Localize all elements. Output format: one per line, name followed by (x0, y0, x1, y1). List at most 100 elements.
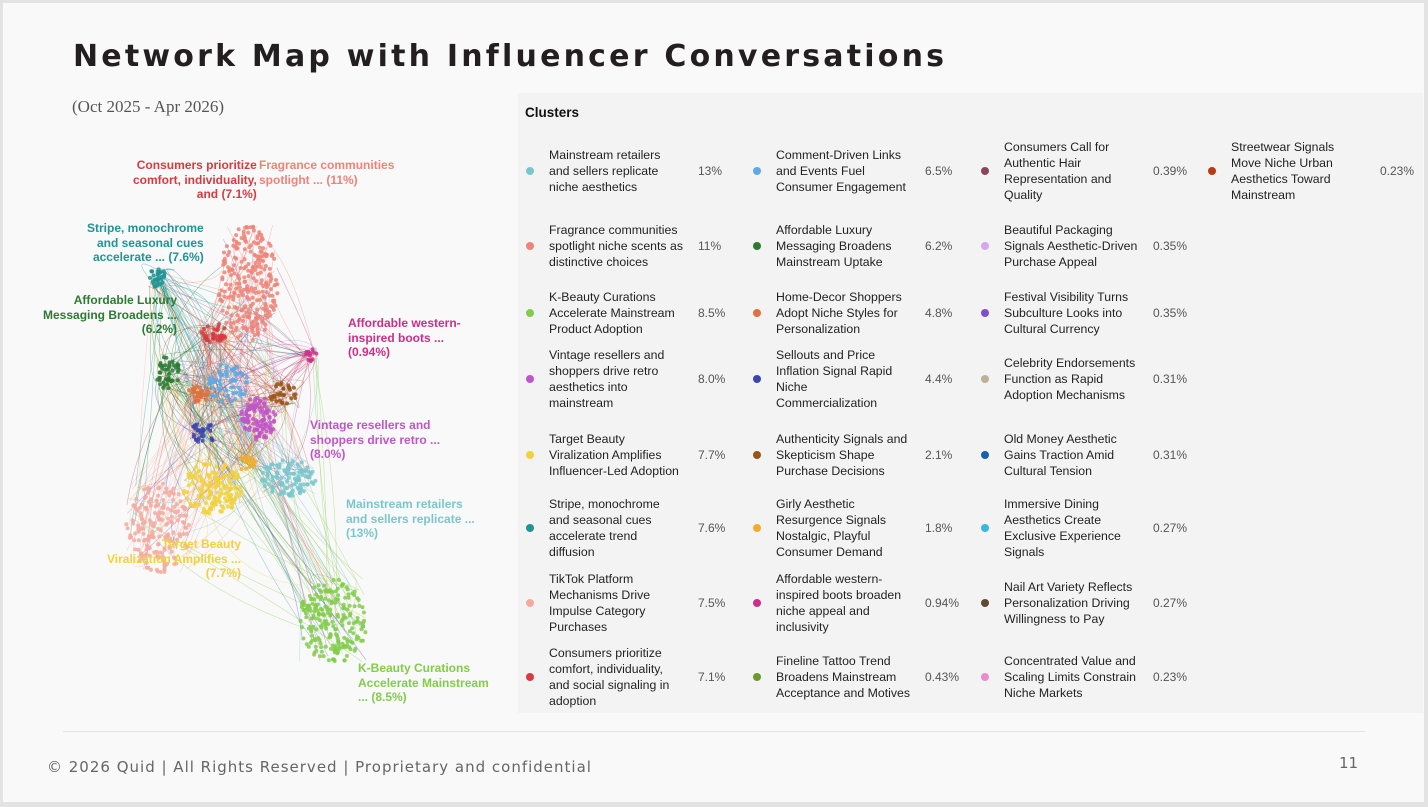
cluster-percentage: 13% (698, 164, 723, 178)
network-label-target-beauty: Target Beauty Viralization Amplifies ...… (107, 537, 242, 580)
cluster-item: Streetwear Signals Move Niche Urban Aest… (1200, 131, 1420, 211)
cluster-percentage: 0.35% (1153, 306, 1188, 320)
cluster-name: Streetwear Signals Move Niche Urban Aest… (1231, 140, 1335, 202)
cluster-percentage: 4.4% (925, 372, 953, 386)
cluster-color-dot (526, 599, 534, 607)
cluster-percentage: 2.1% (925, 448, 953, 462)
cluster-percentage: 0.35% (1153, 239, 1188, 253)
network-label-vintage-resellers: Vintage resellers and shoppers drive ret… (310, 418, 441, 461)
cluster-color-dot (981, 673, 989, 681)
cluster-percentage: 8.5% (698, 306, 726, 320)
cluster-percentage: 1.8% (925, 521, 953, 535)
cluster-percentage: 8.0% (698, 372, 726, 386)
cluster-item: Fineline Tattoo Trend Broadens Mainstrea… (745, 637, 965, 717)
cluster-item: Sellouts and Price Inflation Signal Rapi… (745, 339, 965, 419)
cluster-item: Consumers Call for Authentic Hair Repres… (973, 131, 1193, 211)
cluster-name: Home-Decor Shoppers Adopt Niche Styles f… (776, 290, 902, 336)
cluster-percentage: 6.2% (925, 239, 953, 253)
cluster-name: Immersive Dining Aesthetics Create Exclu… (1004, 497, 1121, 559)
cluster-color-dot (981, 242, 989, 250)
cluster-name: Nail Art Variety Reflects Personalizatio… (1004, 580, 1133, 626)
network-label-affordable-luxury: Affordable Luxury Messaging Broadens ...… (43, 293, 178, 336)
cluster-percentage: 0.27% (1153, 596, 1188, 610)
network-label-consumers-prioritize: Consumers prioritize comfort, individual… (133, 158, 257, 201)
cluster-item: Authenticity Signals and Skepticism Shap… (745, 415, 965, 495)
cluster-item: Affordable Luxury Messaging Broadens Mai… (745, 206, 965, 286)
cluster-percentage: 7.1% (698, 670, 726, 684)
cluster-name: Mainstream retailers and sellers replica… (549, 148, 661, 194)
cluster-name: Affordable Luxury Messaging Broadens Mai… (776, 223, 892, 269)
cluster-name: Comment-Driven Links and Events Fuel Con… (776, 148, 906, 194)
network-label-fragrance-communities: Fragrance communities spotlight ... (11%… (259, 158, 395, 187)
cluster-name: Stripe, monochrome and seasonal cues acc… (549, 497, 660, 559)
cluster-item: Celebrity Endorsements Function as Rapid… (973, 339, 1193, 419)
cluster-item: Mainstream retailers and sellers replica… (518, 131, 738, 211)
cluster-color-dot (753, 599, 761, 607)
cluster-name: K-Beauty Curations Accelerate Mainstream… (549, 290, 675, 336)
cluster-item: TikTok Platform Mechanisms Drive Impulse… (518, 563, 738, 643)
cluster-color-dot (981, 309, 989, 317)
cluster-color-dot (526, 524, 534, 532)
cluster-color-dot (526, 242, 534, 250)
cluster-percentage: 7.5% (698, 596, 726, 610)
cluster-item: Stripe, monochrome and seasonal cues acc… (518, 488, 738, 568)
cluster-percentage: 11% (698, 239, 722, 253)
cluster-item: Home-Decor Shoppers Adopt Niche Styles f… (745, 273, 965, 353)
cluster-item: Vintage resellers and shoppers drive ret… (518, 339, 738, 419)
cluster-item: Girly Aesthetic Resurgence Signals Nosta… (745, 488, 965, 568)
cluster-item: Festival Visibility Turns Subculture Loo… (973, 273, 1193, 353)
cluster-percentage: 0.27% (1153, 521, 1188, 535)
cluster-percentage: 0.94% (925, 596, 960, 610)
cluster-name: Festival Visibility Turns Subculture Loo… (1004, 290, 1129, 336)
cluster-color-dot (981, 167, 989, 175)
cluster-color-dot (981, 451, 989, 459)
cluster-name: TikTok Platform Mechanisms Drive Impulse… (549, 572, 651, 634)
cluster-percentage: 0.31% (1153, 448, 1188, 462)
footer-divider (63, 731, 1365, 732)
cluster-color-dot (753, 673, 761, 681)
cluster-percentage: 0.31% (1153, 372, 1188, 386)
cluster-percentage: 0.23% (1380, 164, 1415, 178)
cluster-item: Consumers prioritize comfort, individual… (518, 637, 738, 717)
cluster-name: Girly Aesthetic Resurgence Signals Nosta… (776, 497, 887, 559)
cluster-item: Comment-Driven Links and Events Fuel Con… (745, 131, 965, 211)
cluster-percentage: 7.6% (698, 521, 726, 535)
cluster-name: Vintage resellers and shoppers drive ret… (549, 348, 665, 410)
clusters-heading: Clusters (525, 105, 580, 120)
cluster-name: Target Beauty Viralization Amplifies Inf… (549, 432, 679, 478)
cluster-item: Beautiful Packaging Signals Aesthetic-Dr… (973, 206, 1193, 286)
cluster-item: Fragrance communities spotlight niche sc… (518, 206, 738, 286)
page-number: 11 (1339, 754, 1359, 772)
cluster-color-dot (753, 309, 761, 317)
cluster-name: Celebrity Endorsements Function as Rapid… (1004, 356, 1136, 402)
slide: Network Map with Influencer Conversation… (3, 3, 1424, 802)
cluster-percentage: 0.43% (925, 670, 960, 684)
cluster-name: Concentrated Value and Scaling Limits Co… (1004, 654, 1136, 700)
cluster-color-dot (753, 375, 761, 383)
cluster-name: Old Money Aesthetic Gains Traction Amid … (1004, 432, 1117, 478)
cluster-item: Immersive Dining Aesthetics Create Exclu… (973, 488, 1193, 568)
network-map (124, 224, 368, 663)
cluster-color-dot (981, 599, 989, 607)
footer-copyright: © 2026 Quid | All Rights Reserved | Prop… (47, 758, 592, 776)
cluster-color-dot (981, 375, 989, 383)
cluster-color-dot (753, 242, 761, 250)
slide-title: Network Map with Influencer Conversation… (73, 39, 948, 74)
cluster-percentage: 6.5% (925, 164, 953, 178)
cluster-name: Consumers prioritize comfort, individual… (549, 646, 670, 708)
cluster-color-dot (526, 673, 534, 681)
cluster-color-dot (526, 375, 534, 383)
cluster-name: Fragrance communities spotlight niche sc… (549, 223, 683, 269)
network-label-k-beauty: K-Beauty Curations Accelerate Mainstream… (358, 661, 489, 704)
cluster-color-dot (753, 167, 761, 175)
cluster-percentage: 0.23% (1153, 670, 1188, 684)
cluster-item: Nail Art Variety Reflects Personalizatio… (973, 563, 1193, 643)
network-label-mainstream-retailers: Mainstream retailers and sellers replica… (346, 497, 475, 540)
cluster-color-dot (753, 451, 761, 459)
cluster-item: Old Money Aesthetic Gains Traction Amid … (973, 415, 1193, 495)
network-nodes (124, 224, 368, 663)
cluster-item: Target Beauty Viralization Amplifies Inf… (518, 415, 738, 495)
cluster-name: Fineline Tattoo Trend Broadens Mainstrea… (776, 654, 910, 700)
cluster-color-dot (526, 451, 534, 459)
cluster-color-dot (1208, 167, 1216, 175)
